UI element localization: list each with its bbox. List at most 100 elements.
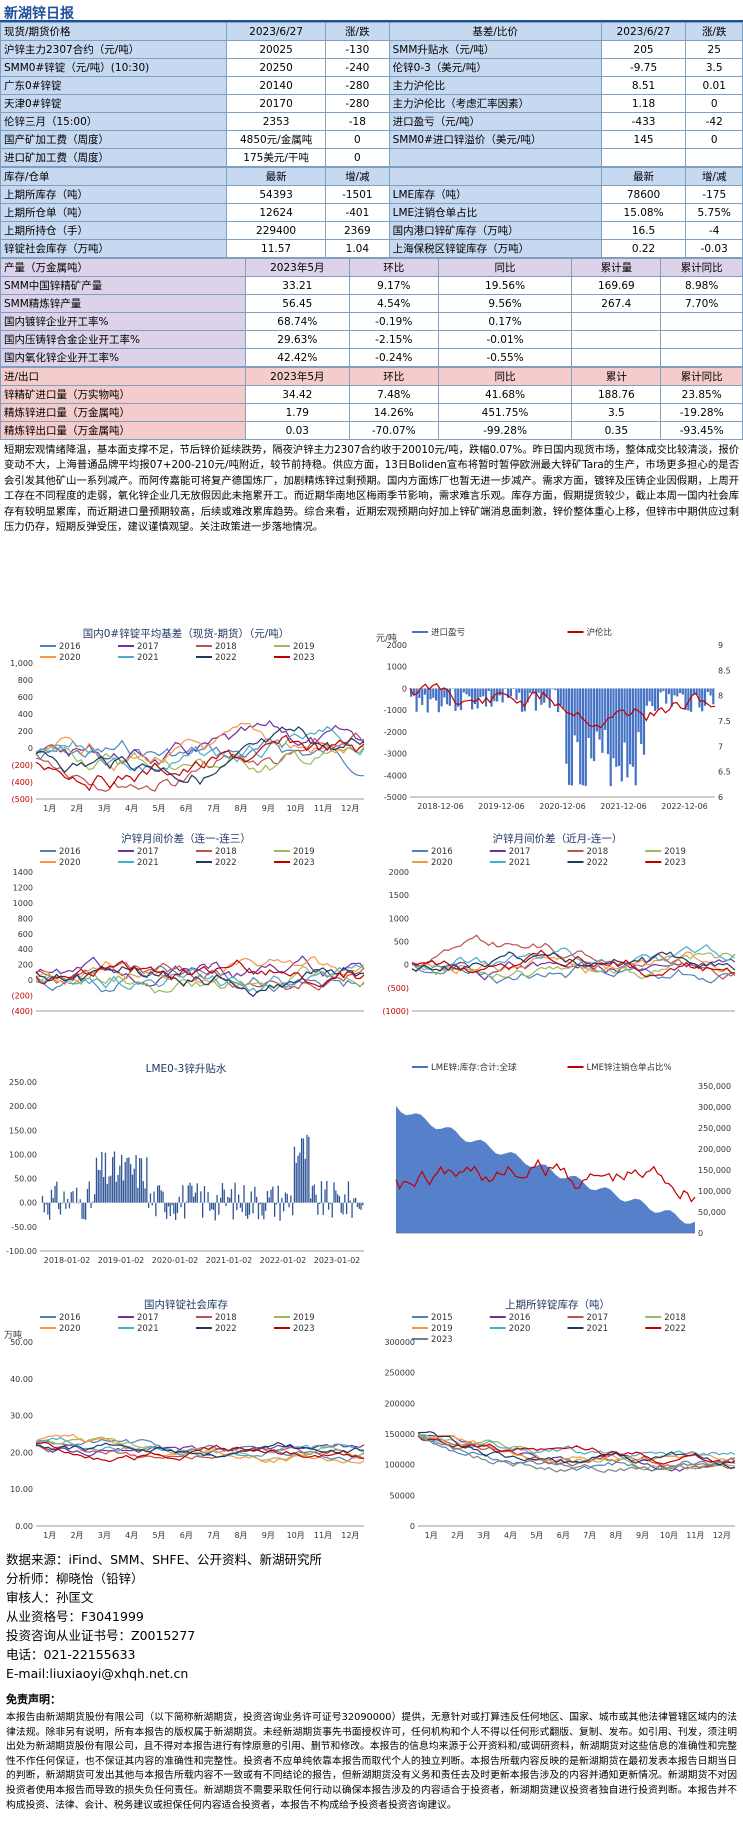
table-cell: 4.54% <box>348 294 439 313</box>
header-cell: 累计同比 <box>660 258 743 277</box>
table-row: SMM中国锌精矿产量 33.21 9.17% 19.56% 169.69 8.98% <box>0 276 743 295</box>
table-cell: 54393 <box>226 185 327 204</box>
bar <box>261 1202 263 1216</box>
bar <box>437 688 440 713</box>
legend-label: 2023 <box>293 1324 315 1334</box>
table-cell: 42.42% <box>244 348 350 367</box>
x-tick-label: 11月 <box>314 1531 332 1540</box>
series-line <box>35 965 365 993</box>
y-tick-label: (500) <box>11 795 33 804</box>
x-tick-label: 8月 <box>234 1531 247 1540</box>
table-cell: 145 <box>600 130 687 149</box>
table-cell: 78600 <box>600 185 687 204</box>
bar <box>167 1202 170 1207</box>
bar <box>175 1202 177 1220</box>
bar <box>351 1202 353 1218</box>
header-cell: 涨/跌 <box>325 22 390 41</box>
x-tick-label: 10月 <box>287 804 305 813</box>
legend-label: 2016 <box>509 1313 531 1323</box>
table-row: 沪锌主力2307合约（元/吨） 20025 -130 SMM升贴水（元/吨） 205 25 <box>0 40 743 59</box>
y-tick-label: (1000) <box>382 1007 409 1016</box>
table-row: 上期所仓单（吨） 12624 -401 LME注销仓单占比 15.08% 5.75% <box>0 203 743 222</box>
x-tick-label: 2022-12-06 <box>661 802 708 811</box>
table-header-row: 现货/期货价格 2023/6/27 涨/跌 基差/比价 2023/6/27 涨/跌 <box>0 22 743 41</box>
legend-label: 2019 <box>293 642 315 652</box>
bar <box>570 688 573 786</box>
y-tick-label: 1,000 <box>10 659 33 668</box>
bar <box>338 1196 341 1203</box>
table-cell: 8.51 <box>600 76 687 95</box>
y-tick-label: 600 <box>18 693 33 702</box>
y-tick-label: 1400 <box>13 868 33 877</box>
bar <box>191 1185 193 1203</box>
table-cell <box>571 312 662 331</box>
table-cell: 29.63% <box>244 330 350 349</box>
bar <box>211 1202 213 1210</box>
y-tick-label: (400) <box>11 1007 33 1016</box>
table-cell <box>388 148 602 167</box>
bar <box>667 688 671 695</box>
bar <box>362 1202 364 1206</box>
spread-chart-1-3: 沪锌月间价差（连一-连三） 2016 2017 2018 2019 2020 2021 202… <box>0 828 372 1053</box>
bar <box>429 688 432 700</box>
data-source: 数据来源：iFind、SMM、SHFE、公开资料、新湖研究所 <box>6 1552 323 1567</box>
bar <box>662 688 665 692</box>
legend-label: 2019 <box>431 1324 453 1334</box>
table-cell: 4850元/金属吨 <box>226 130 327 149</box>
disclaimer-title: 免责声明： <box>6 1693 61 1706</box>
series-line <box>35 725 365 771</box>
legend-label: 2016 <box>59 642 81 652</box>
bar <box>292 1202 294 1216</box>
bar <box>131 1174 134 1203</box>
bar <box>543 688 546 703</box>
y-tick-label: 150000 <box>384 1430 415 1439</box>
bar <box>180 1202 182 1208</box>
table-cell: -240 <box>325 58 390 77</box>
table-cell <box>685 148 743 167</box>
bar <box>565 688 568 764</box>
bar <box>112 1157 114 1203</box>
table-cell: 主力沪伦比 <box>388 76 602 95</box>
lme-spread-chart: LME0-3锌升贴水 250.00 200.00 150.00 100.00 50.00 0… <box>0 1058 372 1273</box>
bar <box>239 1202 242 1208</box>
series-line <box>35 732 365 793</box>
bar <box>459 688 463 711</box>
bar <box>155 1202 157 1217</box>
bar <box>148 1202 150 1208</box>
y2-tick-label: 9 <box>718 641 723 650</box>
x-tick-label: 2月 <box>451 1531 464 1540</box>
x-tick-label: 2019-12-06 <box>478 802 525 811</box>
table-cell: 0 <box>325 130 390 149</box>
bar <box>322 1202 324 1215</box>
header-cell: 增/减 <box>685 167 743 186</box>
bar <box>209 1202 211 1211</box>
bar <box>146 1157 148 1203</box>
bar <box>117 1174 119 1203</box>
table-row: 精炼锌出口量（万金属吨） 0.03 -70.07% -99.28% 0.35 -93.45… <box>0 421 743 440</box>
x-tick-label: 6月 <box>180 1531 193 1540</box>
bar <box>110 1175 112 1203</box>
header-cell: 最新 <box>600 167 687 186</box>
chart-title: 沪锌月间价差（连一-连三） <box>121 832 251 845</box>
bar <box>313 1184 315 1203</box>
legend-label: 2019 <box>293 1313 315 1323</box>
y2-tick-label: 8 <box>718 692 723 701</box>
y-tick-label: 300000 <box>384 1338 415 1347</box>
x-tick-label: 2023-01-02 <box>314 1256 361 1265</box>
table-cell: -1501 <box>325 185 390 204</box>
bar <box>645 688 648 706</box>
legend-label: 2018 <box>587 847 609 857</box>
legend-label: 2022 <box>215 653 237 663</box>
table-cell: 5.75% <box>685 203 743 222</box>
legend-label: 2017 <box>587 1313 609 1323</box>
bar <box>95 1157 98 1203</box>
bar <box>203 1186 206 1203</box>
bar <box>554 688 557 691</box>
table-cell: 205 <box>600 40 687 59</box>
bar <box>158 1185 161 1203</box>
x-tick-label: 7月 <box>207 804 220 813</box>
bar <box>465 688 468 695</box>
bar <box>676 688 679 697</box>
bar <box>144 1188 146 1203</box>
bar <box>520 688 524 712</box>
